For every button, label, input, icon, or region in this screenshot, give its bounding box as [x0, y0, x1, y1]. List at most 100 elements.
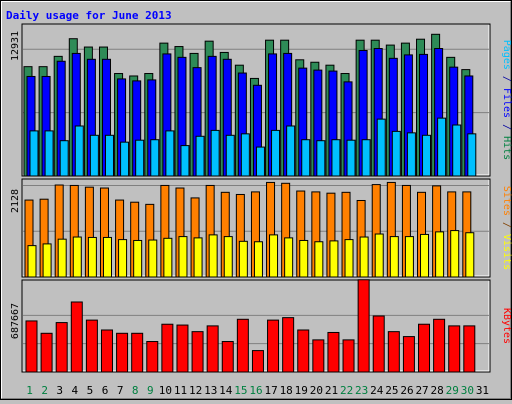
- bar-pages-day-11: [180, 145, 190, 177]
- x-tick-label-day-19: 19: [295, 384, 308, 397]
- x-tick-label-day-1: 1: [26, 384, 33, 397]
- x-tick-label-day-17: 17: [264, 384, 277, 397]
- bar-kbytes-day-30: [463, 325, 476, 373]
- x-tick-label-day-20: 20: [310, 384, 323, 397]
- bar-pages-day-22: [346, 139, 356, 177]
- bar-pages-day-2: [44, 130, 54, 177]
- bar-kbytes-day-10: [161, 323, 174, 373]
- bar-kbytes-day-27: [418, 323, 431, 373]
- legend-part-1: /: [501, 216, 512, 234]
- bar-sites-day-28: [435, 231, 445, 278]
- panel-sites-visits-ytick-label: 2128: [10, 189, 21, 213]
- x-tick-label-day-6: 6: [102, 384, 109, 397]
- bar-kbytes-day-18: [282, 317, 295, 373]
- x-tick-label-day-13: 13: [204, 384, 217, 397]
- x-tick-label-day-26: 26: [400, 384, 413, 397]
- bar-sites-day-1: [27, 245, 37, 278]
- bar-pages-day-14: [225, 134, 235, 177]
- bar-sites-day-10: [163, 237, 173, 278]
- bar-pages-day-6: [104, 134, 114, 177]
- bar-kbytes-day-17: [267, 319, 280, 373]
- bar-kbytes-day-6: [100, 329, 113, 373]
- bar-sites-day-11: [178, 236, 188, 278]
- bar-kbytes-day-21: [327, 331, 340, 373]
- bar-kbytes-day-19: [297, 329, 310, 373]
- bar-pages-day-4: [74, 125, 84, 177]
- bar-pages-day-26: [406, 132, 416, 177]
- bar-kbytes-day-14: [221, 341, 234, 373]
- bar-sites-day-19: [299, 239, 309, 278]
- bar-sites-day-12: [193, 237, 203, 278]
- legend-part-0: KBytes: [501, 308, 512, 344]
- legend-part-2: Files: [501, 88, 512, 118]
- bar-kbytes-day-11: [176, 324, 189, 373]
- bar-pages-day-23: [361, 139, 371, 177]
- bar-kbytes-day-5: [85, 319, 98, 373]
- bar-kbytes-day-13: [206, 325, 219, 373]
- x-tick-label-day-15: 15: [234, 384, 247, 397]
- bar-kbytes-day-2: [40, 332, 53, 373]
- x-tick-label-day-30: 30: [461, 384, 474, 397]
- bar-sites-day-24: [374, 233, 384, 278]
- bar-sites-day-26: [404, 236, 414, 278]
- bar-pages-day-1: [29, 130, 39, 177]
- bar-kbytes-day-15: [236, 318, 249, 373]
- bar-pages-day-10: [165, 130, 175, 177]
- bar-pages-day-16: [255, 146, 265, 177]
- x-tick-label-day-18: 18: [280, 384, 293, 397]
- x-tick-label-day-3: 3: [56, 384, 63, 397]
- legend-part-0: Sites: [501, 186, 512, 216]
- bar-kbytes-day-28: [433, 318, 446, 373]
- bar-sites-day-4: [72, 236, 82, 278]
- bar-sites-day-7: [118, 239, 128, 278]
- bar-pages-day-30: [467, 133, 477, 177]
- bar-kbytes-day-20: [312, 339, 325, 373]
- panel-kbytes-legend-label: KBytes: [501, 308, 512, 344]
- bar-kbytes-day-16: [251, 350, 264, 373]
- x-tick-label-day-24: 24: [370, 384, 384, 397]
- bar-kbytes-day-8: [131, 332, 144, 373]
- bar-sites-day-14: [223, 236, 233, 278]
- x-tick-label-day-10: 10: [159, 384, 172, 397]
- bar-sites-day-22: [344, 239, 354, 278]
- bar-pages-day-5: [89, 134, 99, 177]
- x-tick-label-day-8: 8: [132, 384, 139, 397]
- bar-sites-day-16: [253, 241, 263, 278]
- bar-pages-day-29: [452, 124, 462, 177]
- bar-kbytes-day-29: [448, 325, 461, 373]
- bar-sites-day-13: [208, 234, 218, 278]
- bar-sites-day-18: [284, 237, 294, 278]
- bar-kbytes-day-7: [116, 332, 129, 373]
- bar-sites-day-20: [314, 241, 324, 278]
- bar-pages-day-8: [135, 139, 145, 177]
- bar-kbytes-day-9: [146, 341, 159, 373]
- bar-pages-day-7: [120, 141, 130, 177]
- legend-part-4: Hits: [501, 136, 512, 160]
- bar-sites-day-9: [148, 239, 158, 278]
- bar-sites-day-23: [359, 236, 369, 278]
- bar-pages-day-28: [437, 117, 447, 177]
- bar-pages-day-18: [286, 125, 296, 177]
- x-tick-label-day-28: 28: [431, 384, 444, 397]
- bar-pages-day-9: [150, 139, 160, 177]
- x-tick-label-day-4: 4: [72, 384, 79, 397]
- bar-pages-day-17: [271, 129, 281, 177]
- bar-pages-day-27: [422, 134, 432, 177]
- bar-kbytes-day-24: [372, 315, 385, 373]
- x-tick-label-day-14: 14: [219, 384, 233, 397]
- x-tick-label-day-23: 23: [355, 384, 368, 397]
- bar-sites-day-17: [269, 234, 279, 278]
- bar-sites-day-8: [133, 239, 143, 278]
- bar-pages-day-13: [210, 129, 220, 177]
- bar-kbytes-day-26: [402, 336, 415, 373]
- bar-pages-day-20: [316, 140, 326, 177]
- bar-sites-day-30: [465, 232, 475, 278]
- legend-part-0: Pages: [501, 40, 512, 70]
- bar-sites-day-15: [238, 240, 248, 278]
- x-tick-label-day-2: 2: [41, 384, 48, 397]
- x-tick-label-day-21: 21: [325, 384, 338, 397]
- legend-part-2: Visits: [501, 234, 512, 270]
